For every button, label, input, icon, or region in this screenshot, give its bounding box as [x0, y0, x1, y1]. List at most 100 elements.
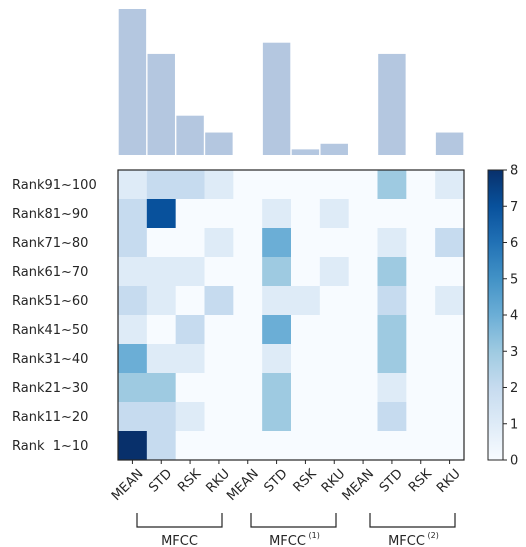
heatmap-cell [377, 228, 407, 258]
colorbar-tick-label: 5 [510, 272, 518, 287]
heatmap-cell [118, 373, 148, 403]
heatmap-cell [262, 228, 292, 258]
colorbar-tick-label: 3 [510, 345, 518, 360]
heatmap-cell [204, 228, 234, 258]
heatmap-cell [175, 315, 205, 345]
row-label: Rank91~100 [12, 178, 97, 193]
heatmap-frame [117, 169, 465, 461]
heatmap-cell [146, 431, 177, 461]
heatmap-cell [118, 431, 148, 461]
heatmap-cell [233, 228, 263, 258]
heatmap-cell [435, 431, 465, 461]
heatmap-cell [406, 344, 436, 374]
colorbar-tick-label: 8 [510, 164, 518, 179]
heatmap-cell [348, 344, 378, 374]
heatmap-cell [319, 228, 350, 258]
heatmap-cell [377, 344, 407, 374]
group-label: MFCC [388, 534, 425, 547]
heatmap [118, 170, 465, 461]
heatmap-cell [406, 199, 436, 229]
heatmap-cell [291, 228, 321, 258]
heatmap-cell [377, 286, 407, 316]
heatmap-cell [377, 431, 407, 461]
heatmap-cell [377, 199, 407, 229]
heatmap-cell [233, 170, 263, 200]
heatmap-cell [175, 431, 205, 461]
heatmap-cell [319, 199, 350, 229]
heatmap-cell [291, 431, 321, 461]
bar [205, 132, 233, 155]
heatmap-cell [175, 286, 205, 316]
heatmap-cell [435, 402, 465, 432]
heatmap-cell [233, 373, 263, 403]
heatmap-cell [435, 315, 465, 345]
heatmap-cell [146, 228, 177, 258]
heatmap-cell [204, 431, 234, 461]
heatmap-cell [319, 344, 350, 374]
heatmap-cell [118, 315, 148, 345]
heatmap-cell [262, 315, 292, 345]
bar [320, 143, 348, 155]
heatmap-cell [406, 286, 436, 316]
heatmap-cell [348, 402, 378, 432]
heatmap-cell [348, 228, 378, 258]
heatmap-cell [146, 315, 177, 345]
heatmap-cell [435, 373, 465, 403]
heatmap-cell [175, 199, 205, 229]
heatmap-cell [319, 170, 350, 200]
heatmap-cell [146, 286, 177, 316]
row-label: Rank51~60 [12, 294, 88, 309]
heatmap-cell [146, 344, 177, 374]
heatmap-cell [435, 199, 465, 229]
heatmap-cell [348, 431, 378, 461]
heatmap-cell [118, 228, 148, 258]
heatmap-cell [204, 199, 234, 229]
group-brackets: MFCC MFCC (1) MFCC (2) [136, 513, 456, 547]
heatmap-cell [435, 344, 465, 374]
heatmap-cell [435, 257, 465, 287]
heatmap-cell [118, 344, 148, 374]
heatmap-cell [146, 257, 177, 287]
heatmap-cell [233, 257, 263, 287]
bar [118, 9, 147, 155]
row-labels: Rank91~100 Rank81~90 Rank71~80 Rank61~70 Ran… [12, 178, 97, 454]
row-label: Rank61~70 [12, 265, 88, 280]
heatmap-cell [118, 402, 148, 432]
heatmap-cell [319, 315, 350, 345]
heatmap-cell [291, 402, 321, 432]
colorbar-tick-label: 4 [510, 309, 518, 324]
bar [262, 42, 291, 155]
heatmap-cell [233, 199, 263, 229]
row-label: Rank21~30 [12, 381, 88, 396]
column-label: STD [261, 466, 290, 495]
heatmap-cell [175, 344, 205, 374]
heatmap-cell [204, 286, 234, 316]
heatmap-cell [348, 257, 378, 287]
row-label: Rank71~80 [12, 236, 88, 251]
heatmap-cell [348, 286, 378, 316]
bar [147, 53, 175, 155]
group-bracket [136, 513, 223, 528]
heatmap-cell [204, 373, 234, 403]
heatmap-cell [118, 257, 148, 287]
heatmap-cell [233, 431, 263, 461]
heatmap-cell [435, 228, 465, 258]
heatmap-cell [406, 315, 436, 345]
heatmap-cell [262, 170, 292, 200]
colorbar-gradient [487, 169, 504, 461]
heatmap-cell [319, 431, 350, 461]
heatmap-cell [146, 199, 177, 229]
heatmap-cell [319, 373, 350, 403]
heatmap-cell [348, 199, 378, 229]
heatmap-cell [406, 228, 436, 258]
heatmap-cell [233, 315, 263, 345]
heatmap-cell [406, 431, 436, 461]
column-label: STD [146, 466, 175, 495]
column-label: RSK [406, 466, 435, 495]
heatmap-cell [377, 257, 407, 287]
bar [291, 149, 320, 155]
heatmap-cell [175, 373, 205, 403]
colorbar-tick-label: 0 [510, 454, 518, 469]
colorbar-tick-label: 6 [510, 236, 518, 251]
